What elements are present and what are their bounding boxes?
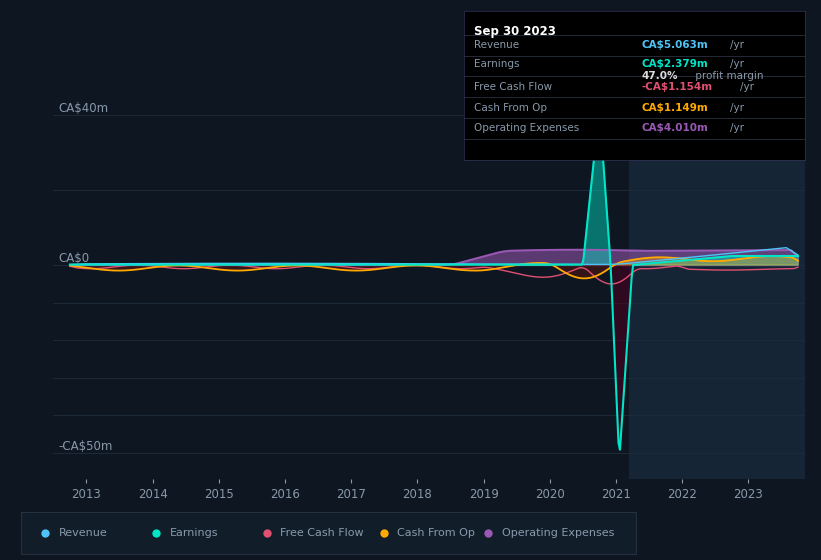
Text: CA$1.149m: CA$1.149m <box>641 102 708 113</box>
Text: Revenue: Revenue <box>474 40 519 50</box>
Bar <box>629 70 805 479</box>
Text: Free Cash Flow: Free Cash Flow <box>281 529 364 538</box>
Text: Operating Expenses: Operating Expenses <box>502 529 614 538</box>
Text: /yr: /yr <box>740 82 754 92</box>
Text: profit margin: profit margin <box>692 72 764 82</box>
Text: Free Cash Flow: Free Cash Flow <box>474 82 553 92</box>
Text: Cash From Op: Cash From Op <box>397 529 475 538</box>
Text: CA$40m: CA$40m <box>58 102 109 115</box>
Text: CA$5.063m: CA$5.063m <box>641 40 708 50</box>
Text: -CA$50m: -CA$50m <box>58 440 113 452</box>
Text: CA$2.379m: CA$2.379m <box>641 59 708 69</box>
Text: CA$0: CA$0 <box>58 252 89 265</box>
Text: /yr: /yr <box>731 40 745 50</box>
Text: Earnings: Earnings <box>170 529 218 538</box>
Text: /yr: /yr <box>731 102 745 113</box>
Text: Revenue: Revenue <box>59 529 108 538</box>
Text: 47.0%: 47.0% <box>641 72 677 82</box>
Text: Sep 30 2023: Sep 30 2023 <box>474 25 556 38</box>
Text: CA$4.010m: CA$4.010m <box>641 123 708 133</box>
Text: -CA$1.154m: -CA$1.154m <box>641 82 712 92</box>
Text: Earnings: Earnings <box>474 59 520 69</box>
Text: /yr: /yr <box>731 59 745 69</box>
Text: /yr: /yr <box>731 123 745 133</box>
Text: Operating Expenses: Operating Expenses <box>474 123 580 133</box>
Text: Cash From Op: Cash From Op <box>474 102 547 113</box>
